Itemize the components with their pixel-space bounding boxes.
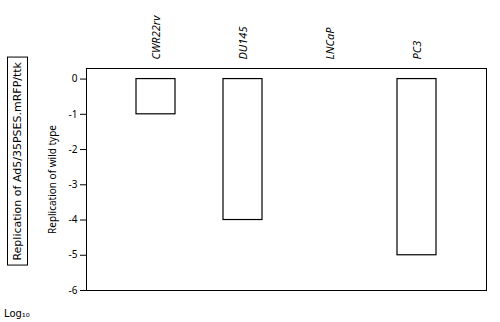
svg-text:0: 0 [72,71,78,85]
svg-text:-5: -5 [69,247,78,261]
html-text:Log₁₀: Log₁₀ [4,308,30,319]
svg-text:DU145: DU145 [235,27,250,60]
svg-text:CWR22rv: CWR22rv [148,15,163,60]
svg-text:-2: -2 [69,142,78,156]
svg-text:-6: -6 [69,283,78,297]
svg-text:LNCaP: LNCaP [322,27,337,60]
svg-text:Replication of wild type: Replication of wild type [45,125,59,234]
svg-text:-1: -1 [69,107,78,121]
html-text:Replication of Ad5/35PSES.mRFP: Replication of Ad5/35PSES.mRFP/ttk [10,61,24,261]
svg-text:-3: -3 [69,177,78,191]
svg-text:PC3: PC3 [409,41,424,60]
svg-text:-4: -4 [69,212,78,226]
